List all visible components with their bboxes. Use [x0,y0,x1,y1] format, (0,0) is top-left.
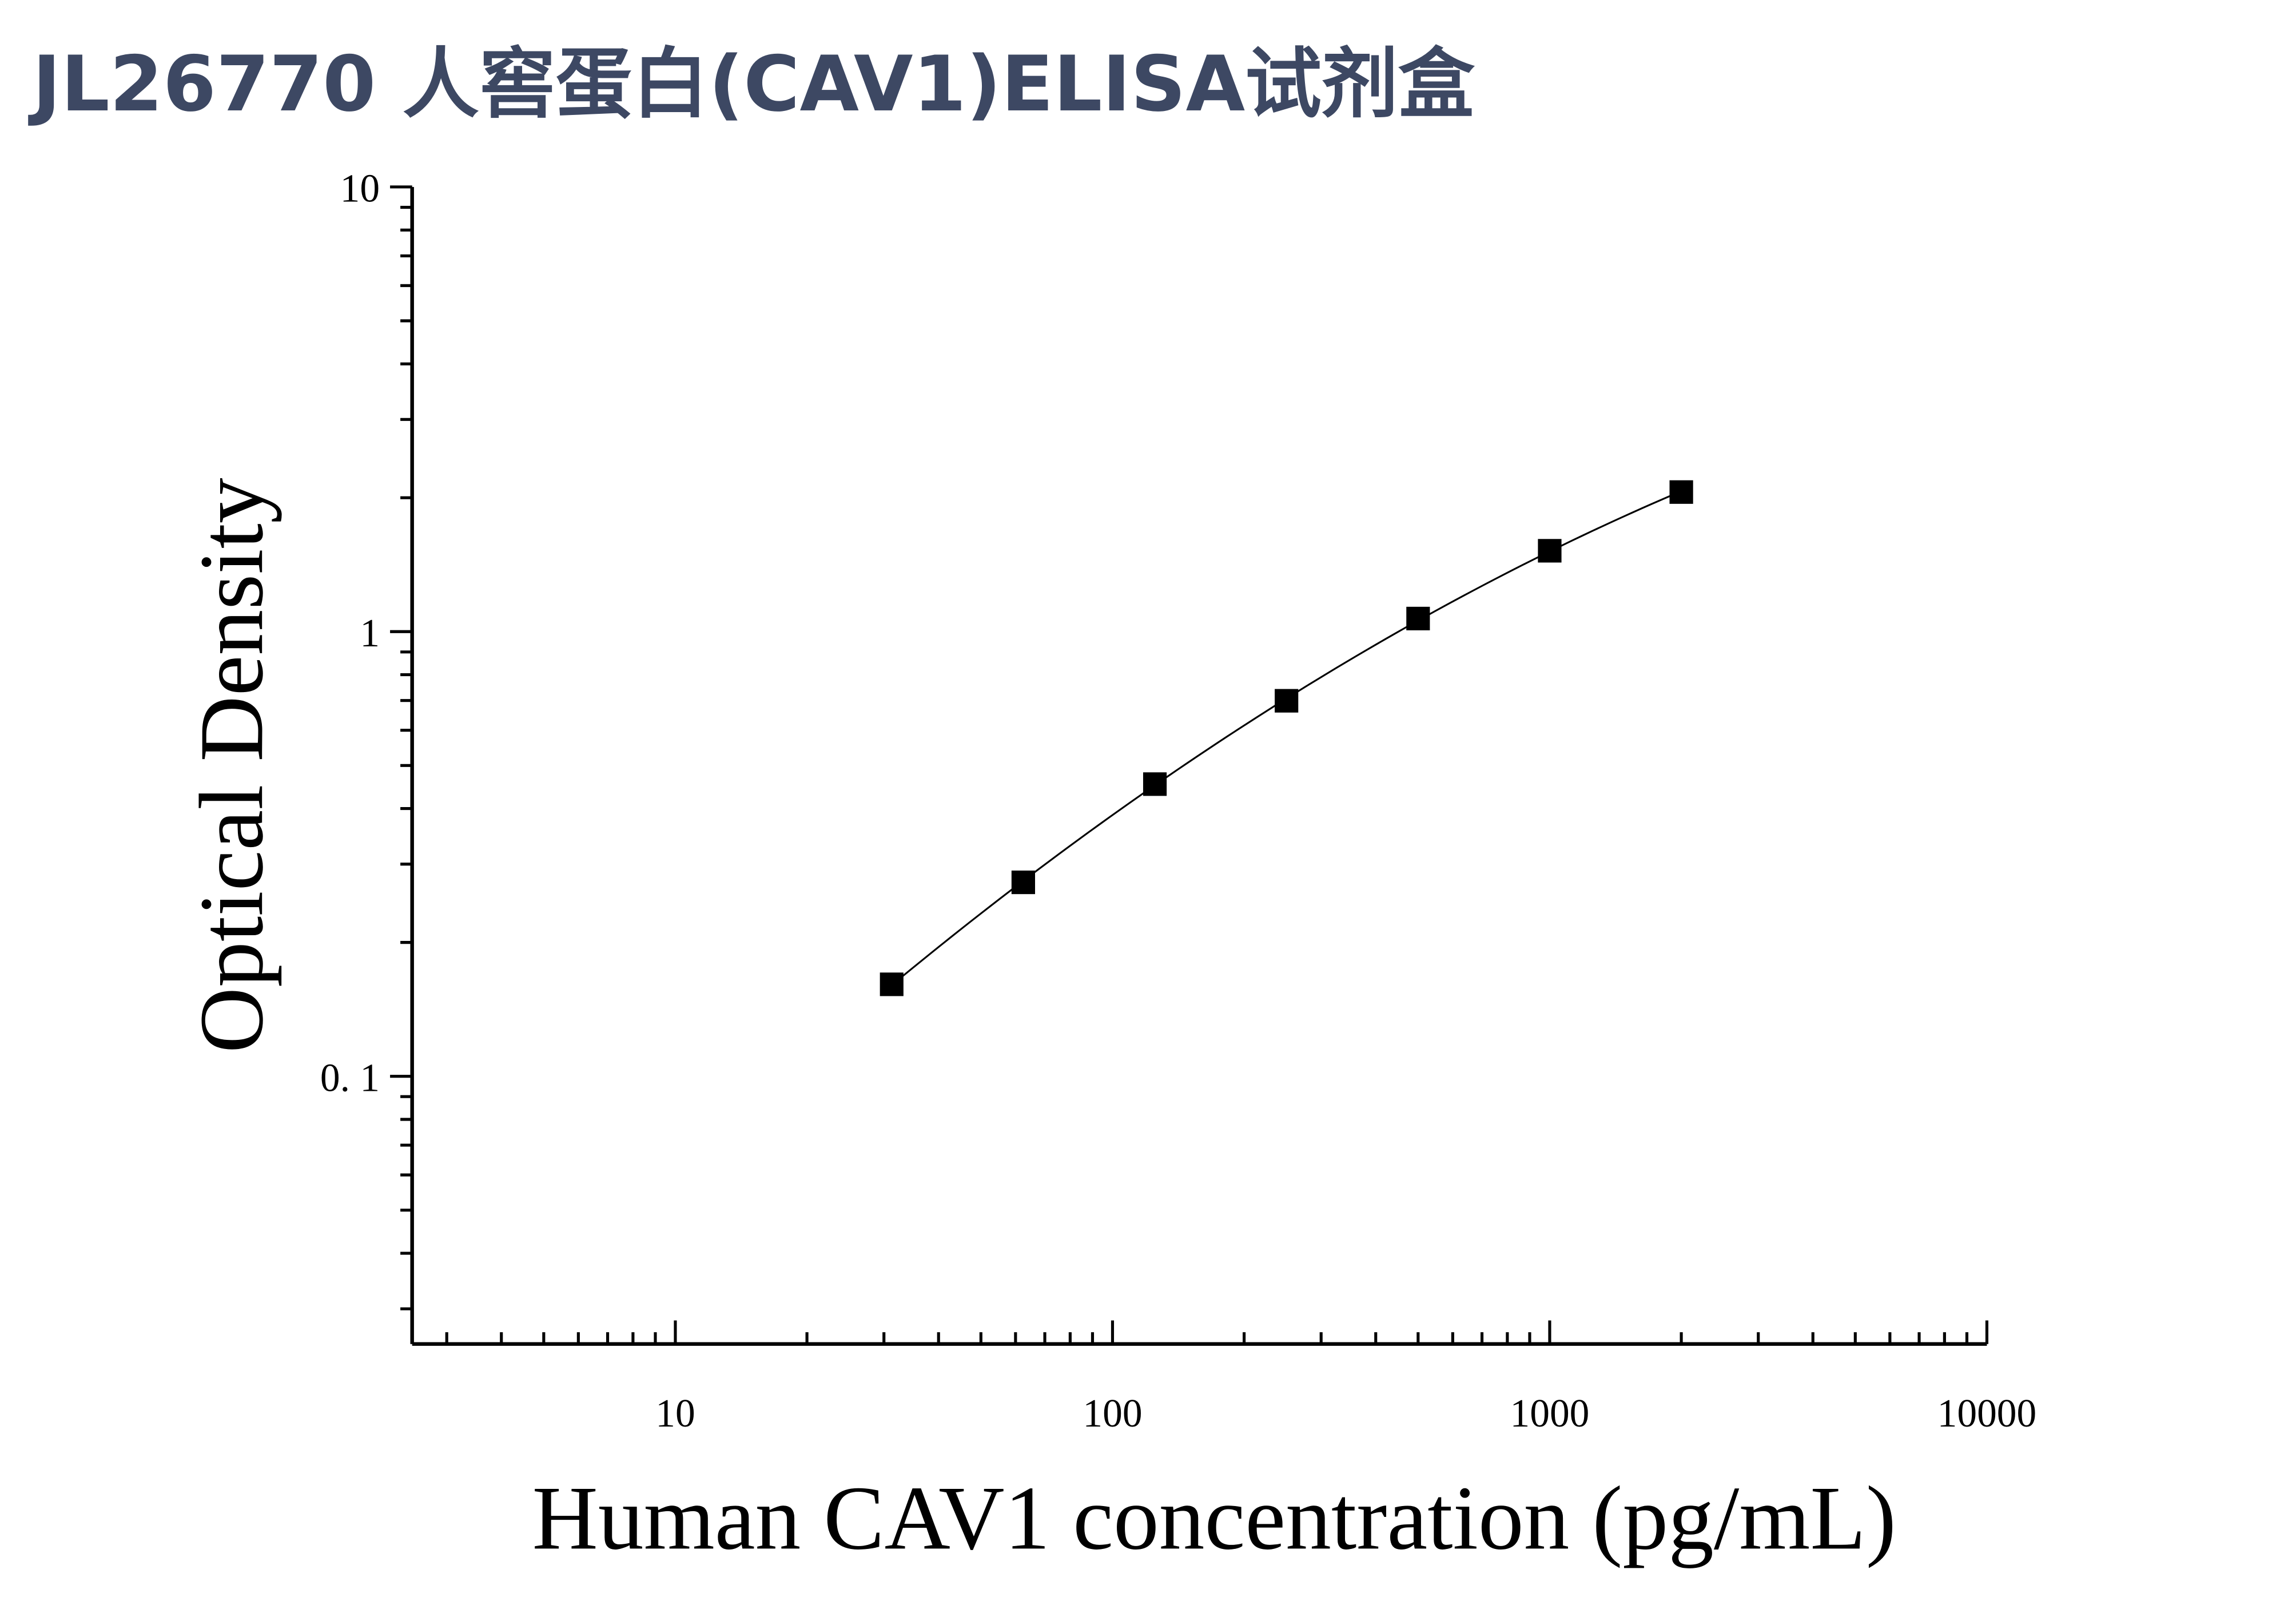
axes: 10 100 1000 10000 0. 1 1 10 [320,167,2036,1436]
data-point [1669,480,1693,504]
x-tick-label: 100 [1083,1392,1142,1436]
x-axis-label: Human CAV1 concentration (pg/mL) [532,1467,1896,1568]
chart-title: JL26770 人窖蛋白(CAV1)ELISA试剂盒 [28,39,1475,129]
y-tick-label: 10 [340,167,380,211]
data-point [1538,539,1562,563]
data-point [1275,689,1299,713]
x-tick-label: 10000 [1937,1392,2037,1436]
data-point [1406,606,1430,630]
x-tick-label: 10 [655,1392,695,1436]
y-tick-label: 1 [360,611,380,655]
data-point [1011,870,1036,895]
fit-curve [891,490,1682,986]
x-tick-label: 1000 [1510,1392,1589,1436]
y-tick-label: 0. 1 [320,1056,380,1100]
data-point [1143,772,1167,796]
data-point [880,972,904,996]
y-axis-label: Optical Density [181,478,282,1053]
data-points [880,480,1693,996]
